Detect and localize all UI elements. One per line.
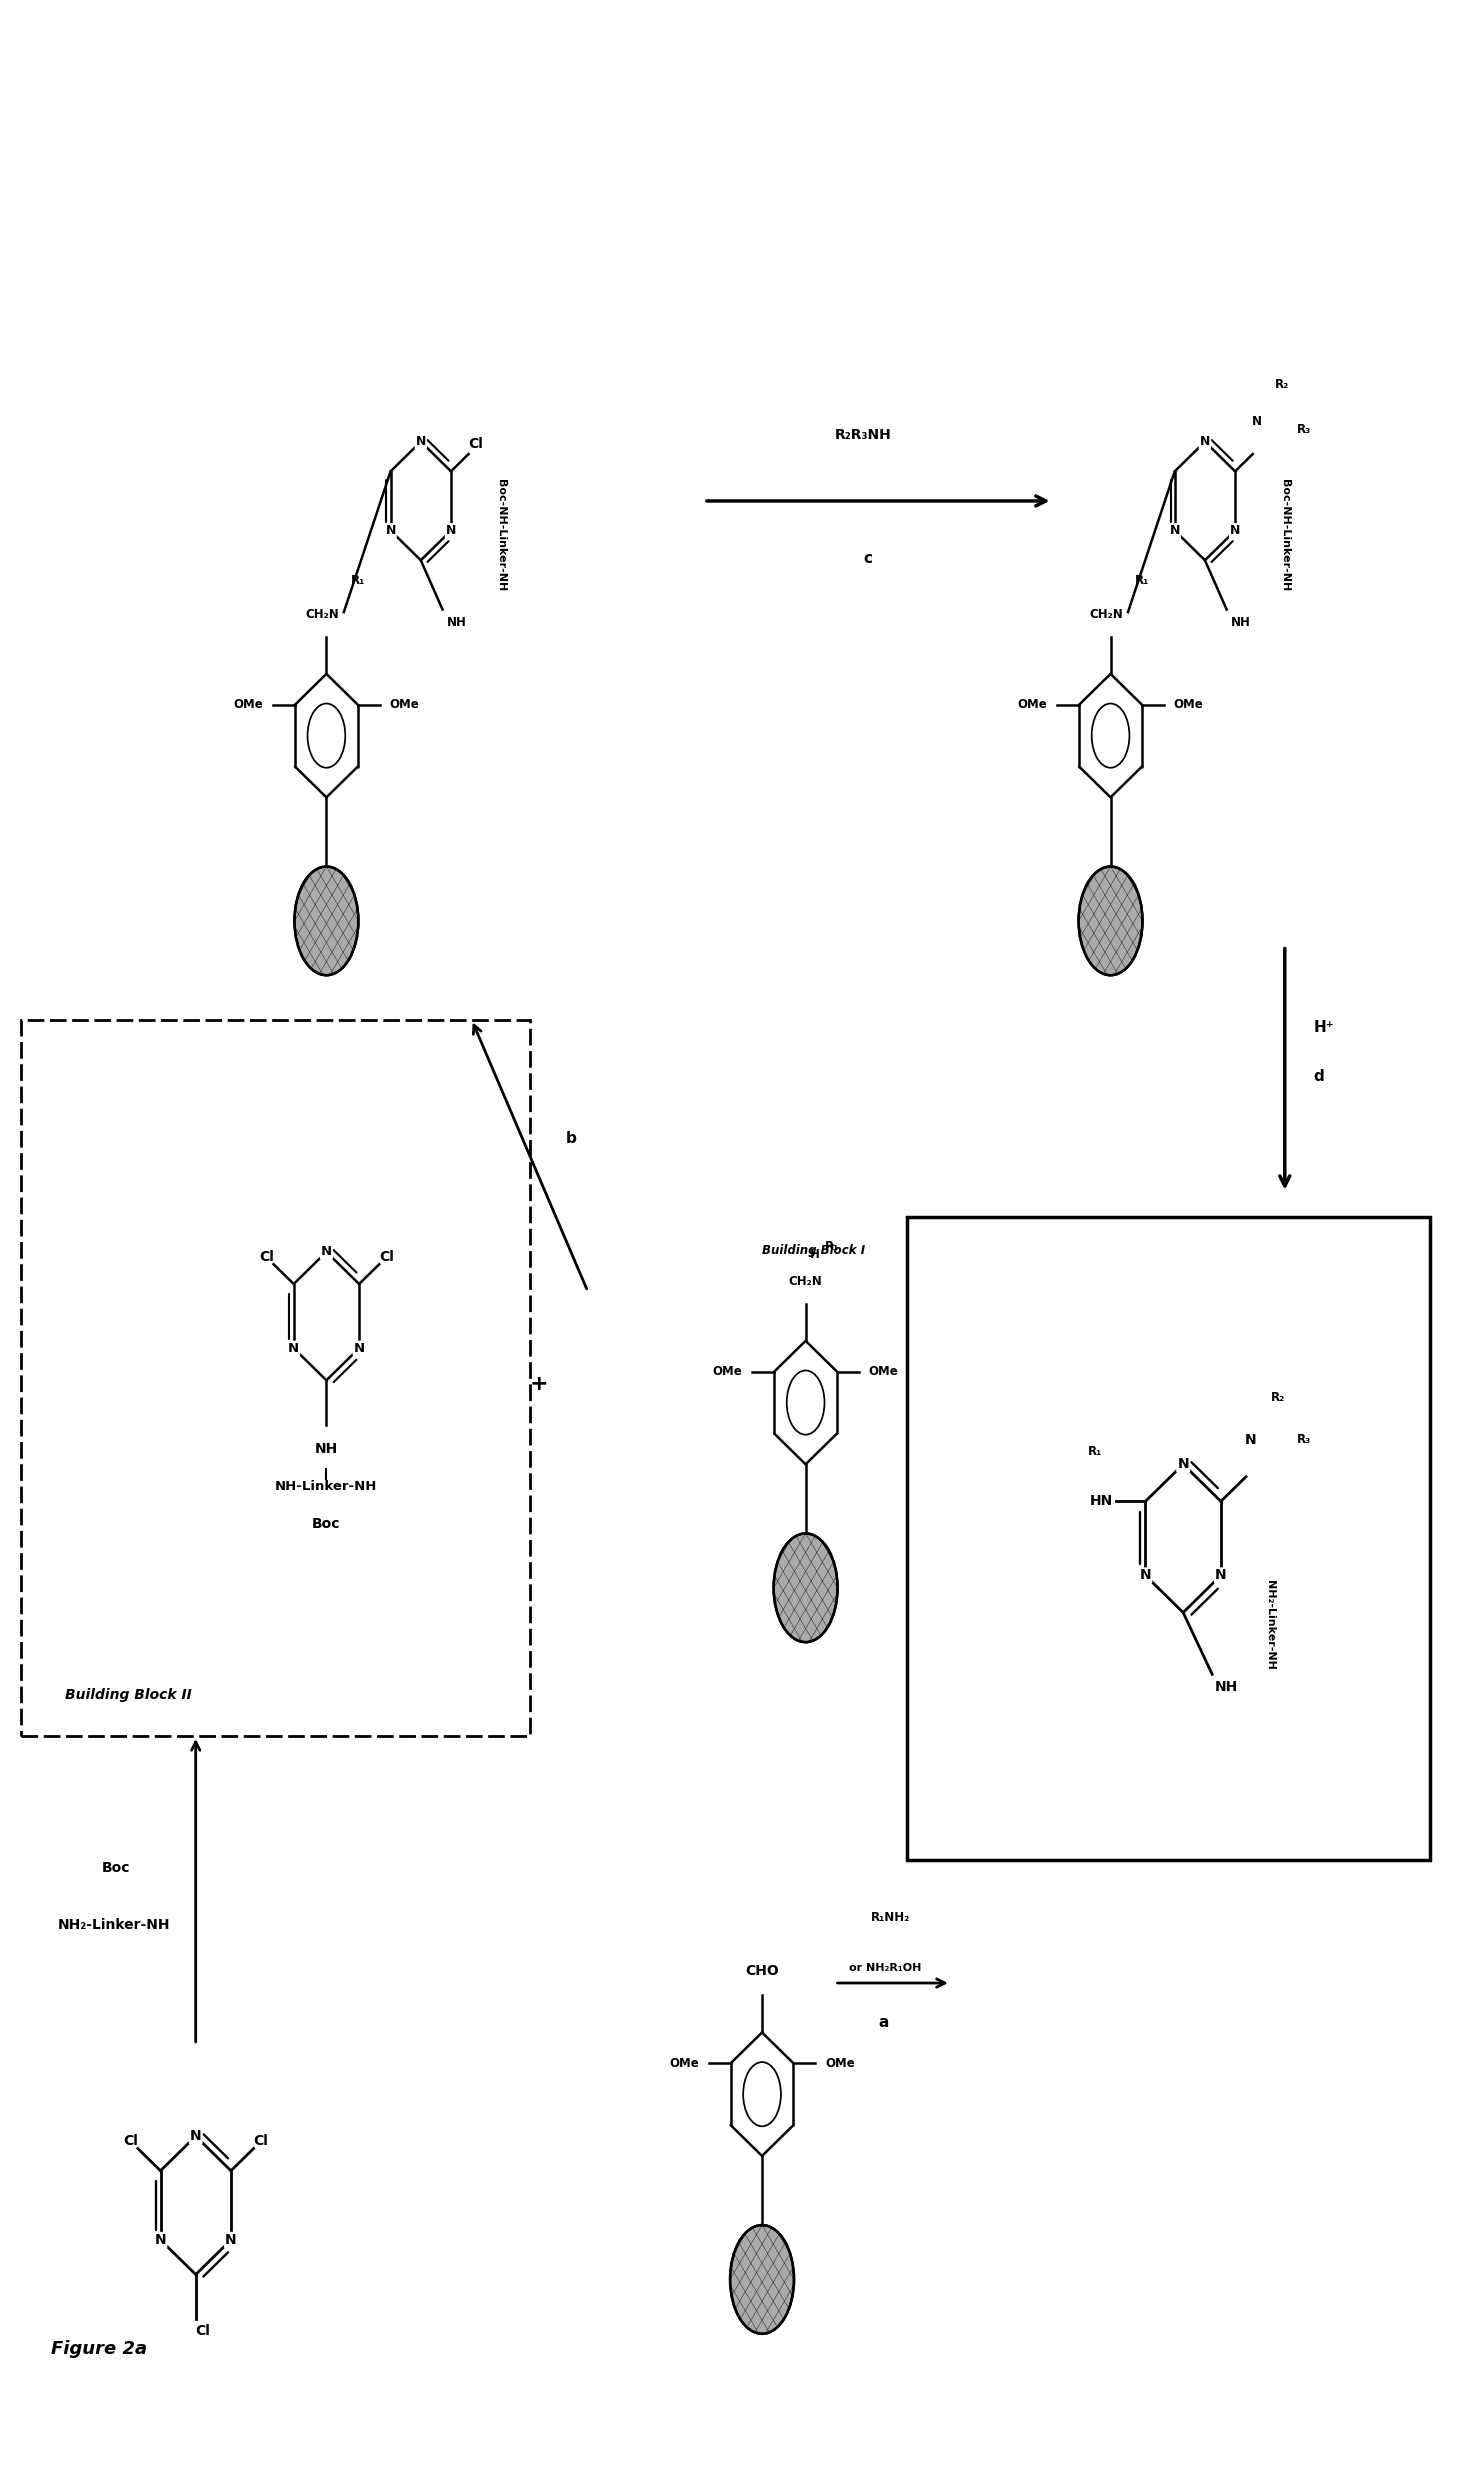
Text: Cl: Cl: [123, 2134, 138, 2149]
Text: N: N: [226, 2233, 236, 2248]
Text: N: N: [1199, 435, 1209, 447]
Text: CH₂N: CH₂N: [1089, 609, 1123, 621]
Text: Building Block I: Building Block I: [762, 1244, 865, 1257]
Text: Cl: Cl: [380, 1249, 394, 1264]
Text: OMe: OMe: [233, 698, 264, 710]
Text: OMe: OMe: [712, 1366, 743, 1379]
Text: Boc: Boc: [312, 1518, 340, 1530]
Text: OMe: OMe: [390, 698, 419, 710]
Text: OMe: OMe: [1017, 698, 1048, 710]
Text: N: N: [415, 435, 427, 447]
Text: NH: NH: [447, 616, 468, 628]
Text: Building Block II: Building Block II: [65, 1689, 192, 1702]
Text: N: N: [1215, 1567, 1227, 1582]
Text: R₁: R₁: [1088, 1446, 1102, 1458]
Text: NH: NH: [1215, 1679, 1239, 1694]
Text: H: H: [809, 1247, 819, 1262]
Text: or NH₂R₁OH: or NH₂R₁OH: [849, 1962, 922, 1972]
Text: Boc: Boc: [101, 1861, 130, 1875]
Text: Cl: Cl: [254, 2134, 268, 2149]
Text: OMe: OMe: [1174, 698, 1204, 710]
Text: NH: NH: [315, 1443, 339, 1456]
Text: Cl: Cl: [469, 437, 484, 452]
Text: R₂R₃NH: R₂R₃NH: [834, 427, 891, 442]
Text: N: N: [1177, 1458, 1189, 1471]
Text: OMe: OMe: [825, 2057, 855, 2069]
Text: HN: HN: [1091, 1495, 1114, 1508]
Text: N: N: [321, 1244, 331, 1259]
Bar: [907, 1217, 1429, 1861]
Text: d: d: [1314, 1071, 1325, 1086]
Text: N: N: [191, 2129, 201, 2144]
Text: H⁺: H⁺: [1314, 1021, 1334, 1036]
Text: OMe: OMe: [670, 2057, 699, 2069]
Text: NH-Linker-NH: NH-Linker-NH: [276, 1480, 378, 1493]
Text: Cl: Cl: [195, 2325, 211, 2337]
Text: b: b: [566, 1130, 578, 1145]
Text: R₂: R₂: [1274, 378, 1289, 392]
Text: NH: NH: [1231, 616, 1250, 628]
Text: N: N: [289, 1341, 299, 1354]
Bar: [22, 1021, 529, 1736]
Text: CHO: CHO: [745, 1965, 778, 1977]
Circle shape: [295, 867, 358, 976]
Text: R₂: R₂: [1271, 1391, 1286, 1403]
Text: N: N: [1170, 524, 1180, 537]
Text: R₁: R₁: [824, 1240, 839, 1254]
Text: a: a: [878, 2015, 888, 2029]
Circle shape: [730, 2226, 795, 2335]
Circle shape: [774, 1533, 837, 1642]
Text: N: N: [1245, 1433, 1256, 1446]
Text: NH₂-Linker-NH: NH₂-Linker-NH: [1265, 1580, 1275, 1669]
Text: OMe: OMe: [869, 1366, 899, 1379]
Text: N: N: [1139, 1567, 1151, 1582]
Text: R₃: R₃: [1296, 422, 1311, 435]
Text: Boc-NH-Linker-NH: Boc-NH-Linker-NH: [496, 479, 506, 591]
Text: R₁NH₂: R₁NH₂: [871, 1910, 910, 1925]
Text: NH₂-Linker-NH: NH₂-Linker-NH: [57, 1918, 170, 1933]
Text: N: N: [1252, 415, 1262, 427]
Text: N: N: [446, 524, 456, 537]
Text: +: +: [529, 1374, 548, 1394]
Circle shape: [1079, 867, 1142, 976]
Text: N: N: [353, 1341, 365, 1354]
Text: R₃: R₃: [1297, 1433, 1311, 1446]
Text: Figure 2a: Figure 2a: [50, 2340, 147, 2357]
Text: N: N: [1230, 524, 1240, 537]
Text: N: N: [155, 2233, 166, 2248]
Text: N: N: [386, 524, 396, 537]
Text: Cl: Cl: [259, 1249, 274, 1264]
Text: CH₂N: CH₂N: [789, 1274, 822, 1289]
Text: R₁: R₁: [352, 574, 365, 586]
Text: CH₂N: CH₂N: [305, 609, 339, 621]
Text: c: c: [863, 551, 872, 566]
Text: R₁: R₁: [1135, 574, 1149, 586]
Text: Boc-NH-Linker-NH: Boc-NH-Linker-NH: [1280, 479, 1290, 591]
